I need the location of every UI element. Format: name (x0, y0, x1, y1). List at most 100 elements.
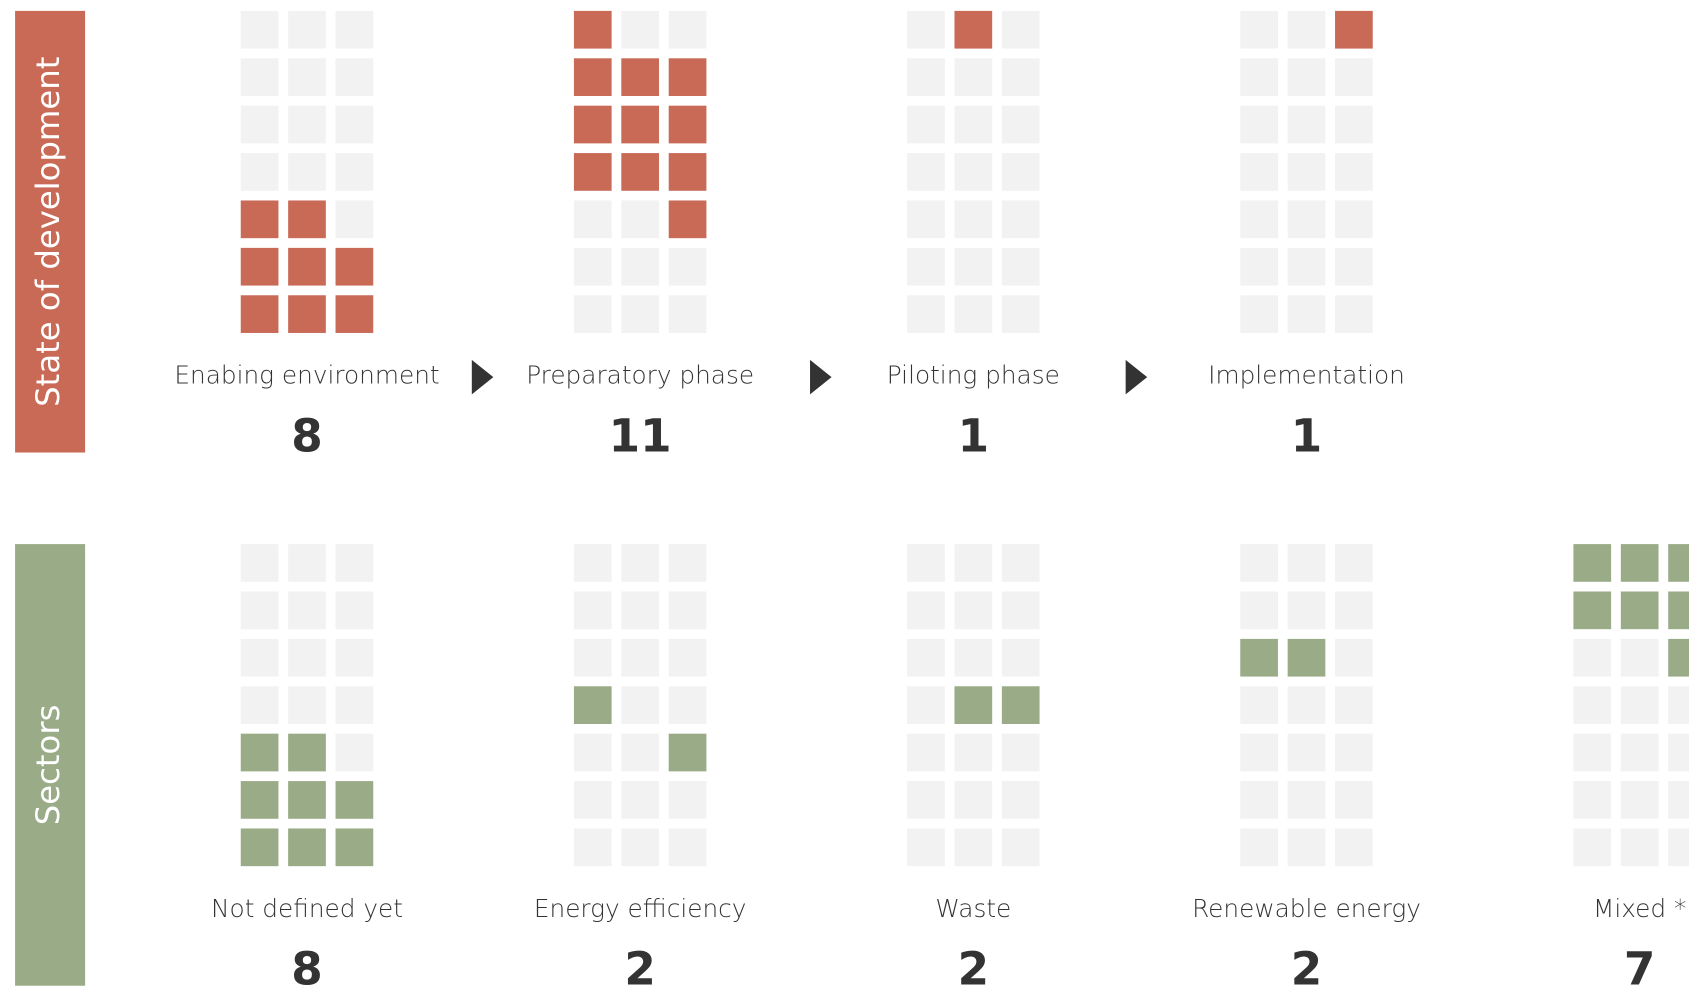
empty-cell (240, 638, 279, 677)
empty-cell (668, 295, 707, 333)
waffle (907, 544, 1040, 867)
empty-cell (954, 247, 993, 286)
filled-cell (621, 153, 660, 191)
empty-cell (907, 295, 945, 333)
empty-cell (907, 10, 945, 49)
empty-cell (1001, 153, 1040, 191)
filled-cell (668, 105, 707, 144)
empty-cell (907, 781, 945, 819)
filled-cell (668, 153, 707, 191)
empty-cell (621, 200, 660, 239)
empty-cell (954, 828, 993, 867)
value-label: 2 (1291, 943, 1322, 988)
empty-cell (954, 153, 993, 191)
waffle (573, 10, 707, 333)
empty-cell (1001, 200, 1040, 239)
empty-cell (954, 200, 993, 239)
empty-cell (1573, 828, 1612, 867)
empty-cell (335, 638, 374, 677)
waffle (907, 10, 1040, 333)
filled-cell (1335, 10, 1373, 49)
empty-cell (1001, 10, 1040, 49)
filled-cell (240, 247, 279, 286)
empty-cell (907, 638, 945, 677)
empty-cell (1240, 828, 1278, 867)
empty-cell (288, 638, 326, 677)
filled-cell (1001, 686, 1040, 724)
empty-cell (954, 105, 993, 144)
empty-cell (1240, 10, 1278, 49)
empty-cell (621, 295, 660, 333)
empty-cell (1240, 781, 1278, 819)
empty-cell (621, 781, 660, 819)
category-label: Not defined yet (211, 894, 403, 923)
arrows (471, 359, 1148, 395)
empty-cell (1620, 781, 1659, 819)
empty-cell (335, 10, 374, 49)
waffle (1240, 10, 1373, 333)
filled-cell (668, 58, 707, 96)
empty-cell (1240, 200, 1278, 239)
empty-cell (1001, 295, 1040, 333)
empty-cell (288, 544, 326, 582)
empty-cell (1001, 544, 1040, 582)
empty-cell (573, 200, 612, 239)
filled-cell (668, 200, 707, 239)
empty-cell (1287, 544, 1326, 582)
empty-cell (1668, 781, 1689, 819)
empty-cell (1573, 781, 1612, 819)
value-label: 2 (958, 943, 989, 988)
empty-cell (668, 10, 707, 49)
empty-cell (1668, 686, 1689, 724)
empty-cell (1001, 781, 1040, 819)
empty-cell (573, 733, 612, 772)
filled-cell (288, 247, 326, 286)
filled-cell (573, 58, 612, 96)
empty-cell (1620, 638, 1659, 677)
empty-cell (1573, 733, 1612, 772)
empty-cell (1240, 295, 1278, 333)
empty-cell (1335, 247, 1373, 286)
empty-cell (621, 686, 660, 724)
empty-cell (1287, 295, 1326, 333)
empty-cell (335, 544, 374, 582)
filled-cell (573, 105, 612, 144)
empty-cell (954, 544, 993, 582)
empty-cell (240, 686, 279, 724)
filled-cell (335, 295, 374, 333)
empty-cell (954, 295, 993, 333)
filled-cell (954, 686, 993, 724)
filled-cell (668, 733, 707, 772)
empty-cell (1573, 638, 1612, 677)
empty-cell (573, 828, 612, 867)
filled-cell (1668, 638, 1689, 677)
filled-cell (1573, 544, 1612, 582)
filled-cell (288, 733, 326, 772)
category-label: Enabing environment (174, 361, 439, 390)
side-bar (15, 544, 86, 986)
empty-cell (1240, 58, 1278, 96)
filled-cell (621, 58, 660, 96)
empty-cell (1240, 105, 1278, 144)
empty-cell (1240, 247, 1278, 286)
empty-cell (1001, 638, 1040, 677)
side-label: State of development (29, 57, 67, 407)
empty-cell (240, 544, 279, 582)
empty-cell (1668, 733, 1689, 772)
filled-cell (1573, 591, 1612, 630)
empty-cell (1335, 686, 1373, 724)
empty-cell (1335, 828, 1373, 867)
empty-cell (621, 10, 660, 49)
filled-cell (335, 828, 374, 867)
filled-cell (288, 200, 326, 239)
empty-cell (954, 591, 993, 630)
empty-cell (668, 591, 707, 630)
empty-cell (1240, 686, 1278, 724)
filled-cell (573, 686, 612, 724)
value-label: 11 (609, 409, 672, 462)
empty-cell (1287, 10, 1326, 49)
empty-cell (573, 295, 612, 333)
category-label: Mixed * (1593, 894, 1686, 923)
filled-cell (1620, 544, 1659, 582)
empty-cell (1668, 828, 1689, 867)
